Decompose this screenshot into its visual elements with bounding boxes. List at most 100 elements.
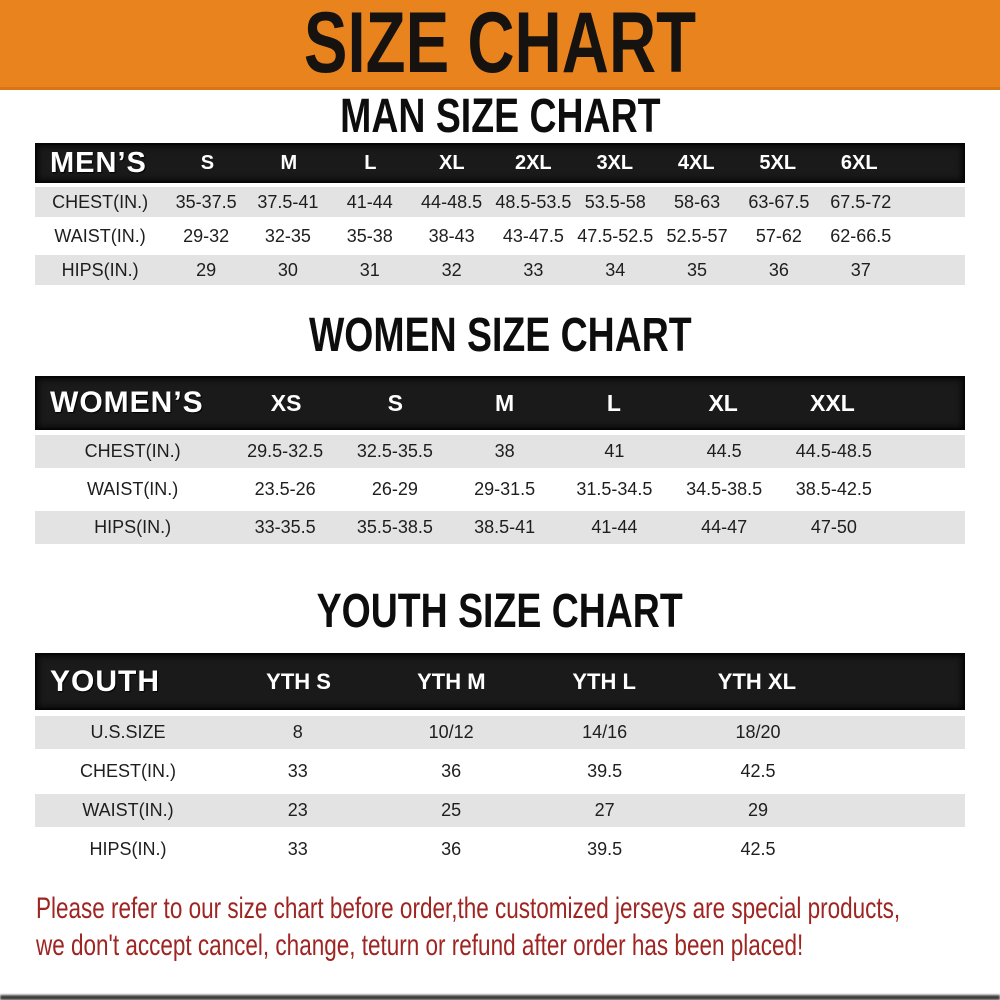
measurement-value: 39.5 <box>587 761 623 781</box>
measurement-value: 14/16 <box>582 722 628 742</box>
table-header-row: WOMEN’S XS S M L XL XXL <box>35 376 965 430</box>
measurement-value: 62-66.5 <box>830 225 892 246</box>
measurement-label: CHEST(IN.) <box>80 761 176 781</box>
measurement-value: 29-32 <box>183 225 230 246</box>
measurement-value: 18/20 <box>735 722 781 742</box>
measurement-value: 36 <box>441 761 462 781</box>
size-column-header: 6XL <box>840 151 878 174</box>
measurement-row: U.S.SIZE 8 10/12 14/16 18/20 <box>35 716 965 749</box>
measurement-row: WAIST(IN.) 23 25 27 29 <box>35 794 965 827</box>
measurement-row: WAIST(IN.) 29-32 32-35 35-38 38-43 43-47.5 47.… <box>35 221 965 251</box>
measurement-value: 44.5-48.5 <box>795 441 872 461</box>
measurement-value: 44-47 <box>701 517 748 537</box>
measurement-value: 31 <box>359 259 380 280</box>
measurement-value: 35-37.5 <box>175 191 237 212</box>
measurement-value: 35.5-38.5 <box>356 517 433 537</box>
measurement-value: 41-44 <box>346 191 393 212</box>
measurement-value: 63-67.5 <box>748 191 810 212</box>
measurement-value: 32-35 <box>264 225 311 246</box>
size-chart-section: MAN SIZE CHART MEN’S S M L XL 2XL 3XL 4XL 5XL 6X… <box>0 90 1000 285</box>
size-column-header: M <box>280 151 298 174</box>
table-header-label: YOUTH <box>50 664 160 698</box>
size-chart-section: WOMEN SIZE CHART WOMEN’S XS S M L XL XXL CHES… <box>0 309 1000 544</box>
youth-size-table: YOUTH YTH S YTH M YTH L YTH XL U.S.SIZE 8 10/… <box>35 653 965 866</box>
measurement-value: 27 <box>594 800 615 820</box>
size-column-header: S <box>387 389 404 416</box>
size-column-header: XL <box>439 151 465 174</box>
measurement-value: 33-35.5 <box>254 517 316 537</box>
measurement-label: CHEST(IN.) <box>84 441 181 461</box>
measurement-value: 44.5 <box>706 441 742 461</box>
measurement-value: 32.5-35.5 <box>356 441 433 461</box>
measurement-value: 38-43 <box>428 225 475 246</box>
measurement-row: CHEST(IN.) 29.5-32.5 32.5-35.5 38 41 44.5 44.5… <box>35 435 965 468</box>
measurement-value: 36 <box>441 839 462 859</box>
table-header-row: MEN’S S M L XL 2XL 3XL 4XL 5XL 6XL <box>35 143 965 183</box>
measurement-value: 37 <box>850 259 871 280</box>
measurement-value: 33 <box>287 761 308 781</box>
measurement-row: HIPS(IN.) 33 36 39.5 42.5 <box>35 833 965 866</box>
measurement-row: HIPS(IN.) 29 30 31 32 33 34 35 36 37 <box>35 255 965 285</box>
disclaimer: Please refer to our size chart before or… <box>36 890 1000 964</box>
table-header-label: WOMEN’S <box>50 386 204 419</box>
men-size-chart-title: MAN SIZE CHART <box>339 90 661 143</box>
size-column-header: S <box>200 151 215 174</box>
women-size-chart-title: WOMEN SIZE CHART <box>308 309 692 362</box>
measurement-value: 38.5-41 <box>474 517 536 537</box>
measurement-label: HIPS(IN.) <box>94 517 172 537</box>
measurement-label: U.S.SIZE <box>90 722 166 742</box>
measurement-value: 25 <box>441 800 462 820</box>
size-column-header: L <box>364 151 377 174</box>
disclaimer-line-1: Please refer to our size chart before or… <box>36 892 901 925</box>
measurement-value: 26-29 <box>371 479 418 499</box>
measurement-label: WAIST(IN.) <box>86 479 179 499</box>
measurement-value: 38 <box>494 441 515 461</box>
banner-title: SIZE CHART <box>303 0 697 91</box>
size-column-header: XS <box>270 389 302 416</box>
measurement-value: 32 <box>441 259 462 280</box>
measurement-row: WAIST(IN.) 23.5-26 26-29 29-31.5 31.5-34.5 34… <box>35 473 965 506</box>
men-size-table: MEN’S S M L XL 2XL 3XL 4XL 5XL 6XL CHEST(IN.) 35-… <box>35 143 965 285</box>
size-column-header: YTH XL <box>717 668 797 694</box>
size-column-header: 5XL <box>759 151 797 174</box>
measurement-value: 67.5-72 <box>830 191 892 212</box>
table-header-row: YOUTH YTH S YTH M YTH L YTH XL <box>35 653 965 710</box>
size-column-header: XXL <box>810 389 855 416</box>
size-chart-section: YOUTH SIZE CHART YOUTH YTH S YTH M YTH L YT… <box>0 585 1000 866</box>
size-chart-banner: SIZE CHART <box>0 0 1000 90</box>
measurement-value: 53.5-58 <box>584 191 646 212</box>
measurement-value: 8 <box>292 722 303 742</box>
measurement-value: 41 <box>604 441 625 461</box>
size-column-header: M <box>495 389 515 416</box>
measurement-value: 31.5-34.5 <box>576 479 653 499</box>
measurement-label: WAIST(IN.) <box>54 225 146 246</box>
measurement-value: 47.5-52.5 <box>577 225 654 246</box>
measurement-value: 33 <box>287 839 308 859</box>
measurement-value: 29.5-32.5 <box>247 441 324 461</box>
measurement-value: 34 <box>605 259 626 280</box>
measurement-value: 41-44 <box>591 517 638 537</box>
youth-size-chart-title: YOUTH SIZE CHART <box>316 585 684 638</box>
measurement-value: 44-48.5 <box>421 191 483 212</box>
measurement-label: HIPS(IN.) <box>61 259 139 280</box>
measurement-value: 30 <box>277 259 298 280</box>
size-column-header: 4XL <box>677 151 715 174</box>
size-column-header: YTH L <box>572 668 636 694</box>
bottom-edge-strip <box>0 995 1000 1000</box>
size-column-header: YTH M <box>417 668 486 694</box>
measurement-label: CHEST(IN.) <box>52 191 149 212</box>
women-size-table: WOMEN’S XS S M L XL XXL CHEST(IN.) 29.5-32.5 32… <box>35 376 965 544</box>
size-column-header: 2XL <box>514 151 552 174</box>
size-column-header: XL <box>708 389 738 416</box>
measurement-value: 29 <box>748 800 769 820</box>
disclaimer-line-2: we don't accept cancel, change, teturn o… <box>36 929 804 962</box>
size-column-header: L <box>606 389 621 416</box>
measurement-value: 43-47.5 <box>502 225 564 246</box>
measurement-row: CHEST(IN.) 35-37.5 37.5-41 41-44 44-48.5 48.5… <box>35 187 965 217</box>
measurement-value: 35 <box>687 259 708 280</box>
measurement-value: 38.5-42.5 <box>795 479 872 499</box>
measurement-value: 39.5 <box>587 839 623 859</box>
measurement-value: 34.5-38.5 <box>686 479 763 499</box>
measurement-value: 58-63 <box>674 191 721 212</box>
